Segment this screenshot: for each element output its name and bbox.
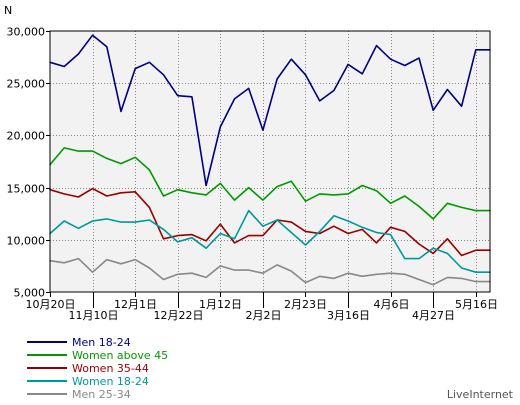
x-tick-label: 12月22日 bbox=[154, 309, 204, 322]
legend-label: Women 18-24 bbox=[72, 375, 149, 388]
series-line bbox=[49, 147, 491, 220]
axis-layer: 5,000 10,000 15,000 20,000 25,000 30,000 10月20… bbox=[7, 26, 499, 323]
y-tick-label: 10,000 bbox=[7, 235, 46, 248]
y-axis-label: N bbox=[4, 4, 12, 17]
x-tick-label: 3月16日 bbox=[327, 309, 370, 322]
series-1 bbox=[49, 34, 491, 187]
series-line bbox=[49, 34, 491, 187]
y-tick-label: 20,000 bbox=[7, 130, 46, 143]
x-tick-label: 12月1日 bbox=[114, 298, 157, 311]
x-tick-label: 1月12日 bbox=[199, 298, 242, 311]
series-2 bbox=[49, 147, 491, 220]
series-layer bbox=[49, 34, 491, 286]
y-tick-label: 25,000 bbox=[7, 78, 46, 91]
source-label: LiveInternet bbox=[447, 388, 514, 401]
x-tick-label: 5月16日 bbox=[455, 298, 498, 311]
x-tick-label: 2月2日 bbox=[246, 309, 282, 322]
legend-label: Women 35-44 bbox=[72, 362, 149, 375]
x-tick-label: 4月6日 bbox=[374, 298, 410, 311]
y-tick-label: 15,000 bbox=[7, 183, 46, 196]
x-tick-label: 10月20日 bbox=[26, 298, 76, 311]
series-3 bbox=[49, 187, 491, 257]
series-line bbox=[49, 187, 491, 257]
series-line bbox=[49, 209, 491, 274]
plot-area bbox=[50, 31, 490, 292]
series-line bbox=[49, 257, 491, 286]
legend-label: Men 18-24 bbox=[72, 336, 131, 349]
grid-layer bbox=[50, 31, 490, 292]
legend-label: Men 25-34 bbox=[72, 388, 131, 401]
plot-frame bbox=[49, 30, 491, 293]
series-4 bbox=[49, 209, 491, 274]
y-tick-label: 30,000 bbox=[7, 26, 46, 39]
x-tick-label: 2月23日 bbox=[284, 298, 327, 311]
series-5 bbox=[49, 257, 491, 286]
legend-label: Women above 45 bbox=[72, 349, 168, 362]
y-tick-label: 5,000 bbox=[14, 287, 46, 300]
x-tick-label: 11月10日 bbox=[69, 309, 119, 322]
x-tick-label: 4月27日 bbox=[412, 309, 455, 322]
